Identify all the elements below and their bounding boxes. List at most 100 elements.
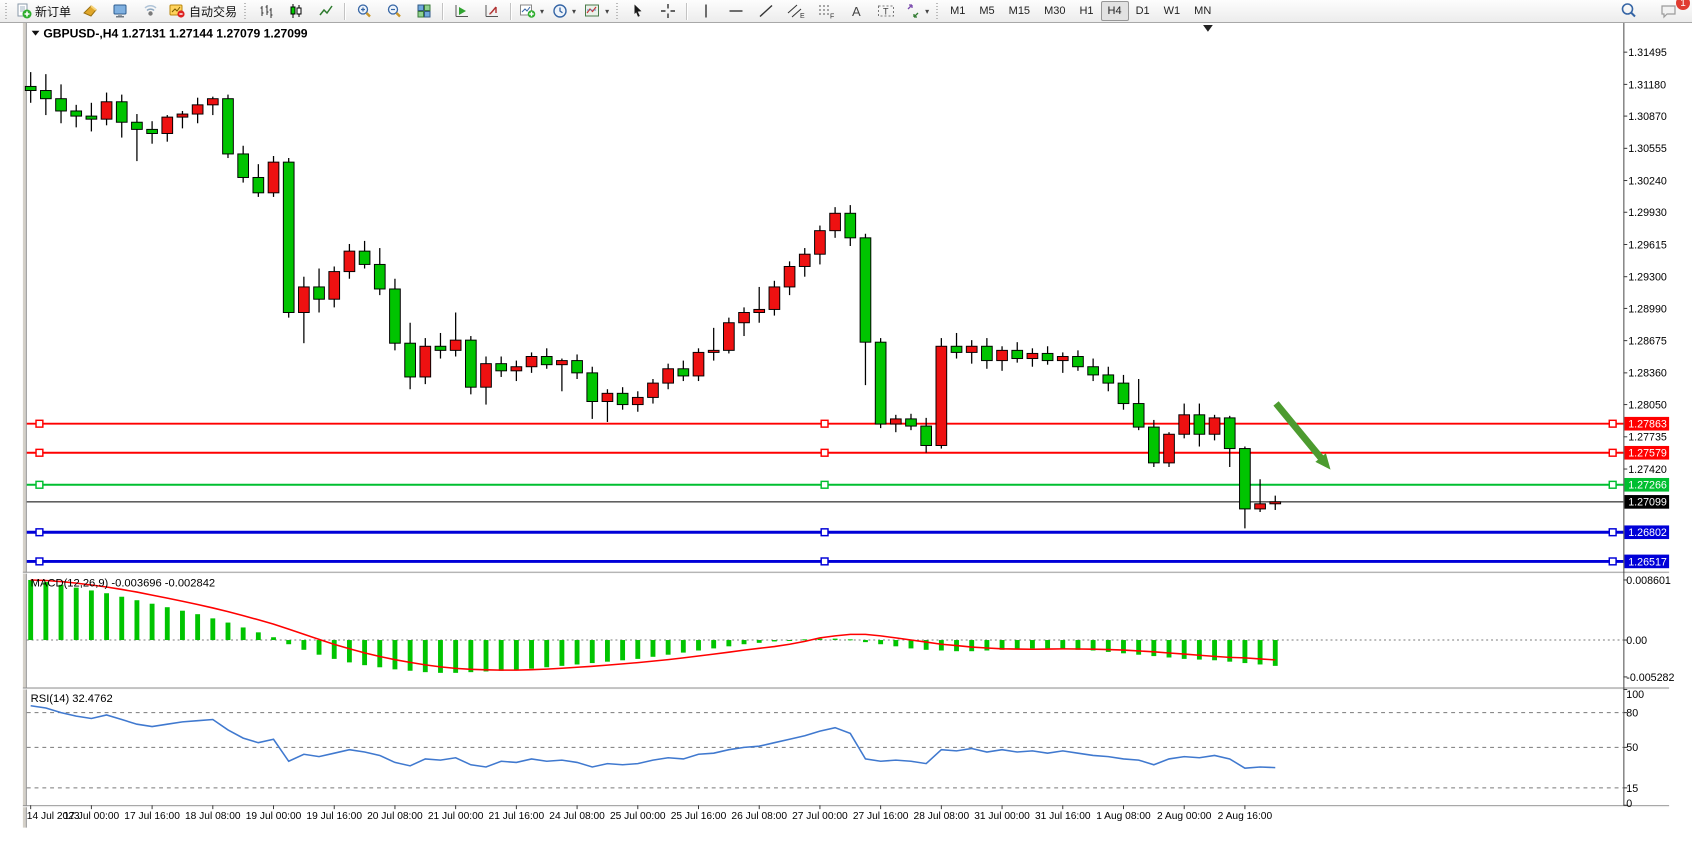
hline-handle[interactable] [820, 528, 829, 537]
arrow-annotation-head[interactable] [1315, 453, 1331, 470]
hline-handle[interactable] [1608, 480, 1617, 489]
bar-chart-button[interactable] [251, 0, 281, 22]
hline-handle[interactable] [35, 480, 44, 489]
candle-body [495, 363, 508, 372]
hline-handle[interactable] [1608, 419, 1617, 428]
hline-handle[interactable] [820, 419, 829, 428]
macd-tick-label: 0.00 [1626, 635, 1647, 647]
dropdown-caret-icon: ▾ [605, 6, 610, 16]
market-horn-button[interactable] [75, 0, 105, 22]
trendline-button[interactable] [751, 0, 781, 22]
rsi-tick-label: 15 [1626, 783, 1638, 795]
price-tag-label: 1.26517 [1628, 556, 1667, 568]
rsi-tick-label: 80 [1626, 708, 1638, 720]
zoom-in-button[interactable] [349, 0, 379, 22]
text-label-button[interactable]: T [871, 0, 901, 22]
chart-area[interactable]: 1.31495 1.31180 1.30870 1.30555 1.30240 1.299… [0, 23, 1692, 850]
chart-shift-button[interactable] [477, 0, 507, 22]
candle-body [313, 286, 325, 300]
macd-histogram-bar [923, 640, 929, 650]
time-axis-label: 27 Jul 16:00 [853, 811, 909, 822]
tab-timeframe-w1[interactable]: W1 [1163, 5, 1181, 17]
template-icon [585, 4, 600, 17]
crosshair-button[interactable] [653, 0, 683, 22]
templates-button[interactable]: ▾ [580, 0, 613, 22]
candle-body [920, 425, 933, 446]
hline-handle[interactable] [35, 419, 44, 428]
macd-indicator-label: MACD(12,26,9) -0.003696 -0.002842 [31, 577, 215, 589]
chat-button[interactable]: 1 [1654, 0, 1690, 22]
fibonacci-button[interactable]: F [811, 0, 841, 22]
candle-body [1041, 352, 1054, 362]
toolbar-grip[interactable] [616, 3, 621, 19]
tab-timeframe-d1[interactable]: D1 [1135, 5, 1150, 17]
macd-histogram-bar [240, 627, 246, 641]
client-terminal-button[interactable] [105, 0, 135, 22]
candle-body [146, 128, 158, 134]
price-tick-label: 1.29300 [1628, 272, 1667, 284]
search-button[interactable] [1614, 0, 1644, 22]
hline-handle[interactable] [1608, 448, 1617, 457]
tab-timeframe-h4[interactable]: H4 [1100, 1, 1129, 21]
tab-timeframe-m30[interactable]: M30 [1044, 5, 1066, 17]
price-tick-label: 1.30240 [1628, 175, 1667, 187]
hline-handle[interactable] [820, 557, 829, 566]
macd-histogram-bar [331, 640, 337, 659]
vertical-line-button[interactable] [691, 0, 721, 22]
chart-svg[interactable]: 1.31495 1.31180 1.30870 1.30555 1.30240 1.299… [0, 23, 1692, 850]
tab-timeframe-mn[interactable]: MN [1194, 5, 1212, 17]
tile-windows-button[interactable] [409, 0, 439, 22]
tab-timeframe-m1[interactable]: M1 [950, 5, 966, 17]
tab-timeframe-m5[interactable]: M5 [979, 5, 995, 17]
candle-body [1132, 403, 1145, 428]
price-tick-label: 1.28990 [1628, 303, 1667, 315]
toolbar-grip[interactable] [244, 3, 249, 19]
arrows-button[interactable]: ▾ [901, 0, 933, 22]
candle-body [1178, 414, 1191, 435]
macd-histogram-bar [741, 640, 747, 645]
macd-histogram-bar [589, 640, 595, 664]
hline-handle[interactable] [820, 480, 829, 489]
candlestick-icon [290, 4, 302, 18]
hline-handle[interactable] [35, 557, 44, 566]
macd-histogram-bar [771, 640, 777, 642]
symbol-dropdown-icon[interactable] [31, 30, 40, 36]
vertical-line-icon [705, 4, 707, 18]
indicators-button[interactable]: ▾ [515, 0, 548, 22]
toolbar-grip[interactable] [936, 3, 941, 19]
hline-handle[interactable] [820, 448, 829, 457]
toolbar-grip[interactable] [5, 3, 9, 19]
chart-shift-marker[interactable] [1203, 24, 1213, 32]
line-chart-button[interactable] [311, 0, 341, 22]
hline-handle[interactable] [1608, 557, 1617, 566]
tab-timeframe-h1[interactable]: H1 [1079, 5, 1094, 17]
hline-handle[interactable] [35, 448, 44, 457]
equidistant-channel-button[interactable]: E [781, 0, 811, 22]
auto-scroll-button[interactable] [447, 0, 477, 22]
toolbar-separator [344, 2, 347, 20]
text-button[interactable]: A [841, 0, 871, 22]
macd-histogram-bar [938, 640, 944, 651]
cursor-button[interactable] [623, 0, 653, 22]
macd-histogram-bar [468, 640, 474, 673]
candlestick-chart-button[interactable] [281, 0, 311, 22]
macd-histogram-bar [392, 640, 398, 670]
autotrading-button[interactable]: 自动交易 [165, 0, 241, 22]
tab-timeframe-m15[interactable]: M15 [1008, 5, 1031, 17]
new-order-button[interactable]: 新订单 [12, 0, 75, 22]
zoom-out-button[interactable] [379, 0, 409, 22]
hline-handle[interactable] [35, 528, 44, 537]
horizontal-line-button[interactable] [721, 0, 751, 22]
macd-histogram-bar [180, 610, 185, 641]
hline-handle[interactable] [1608, 528, 1617, 537]
periods-button[interactable]: ▾ [548, 0, 580, 22]
macd-histogram-bar [286, 640, 292, 645]
candle-body [328, 271, 341, 300]
signals-button[interactable] [135, 0, 165, 22]
toolbar-separator [442, 2, 445, 20]
fibonacci-icon: F [819, 5, 834, 19]
rsi-tick-label: 100 [1626, 689, 1644, 701]
price-tick-label: 1.27735 [1628, 432, 1667, 444]
arrow-annotation[interactable] [1273, 401, 1326, 463]
candle-body [191, 104, 204, 115]
